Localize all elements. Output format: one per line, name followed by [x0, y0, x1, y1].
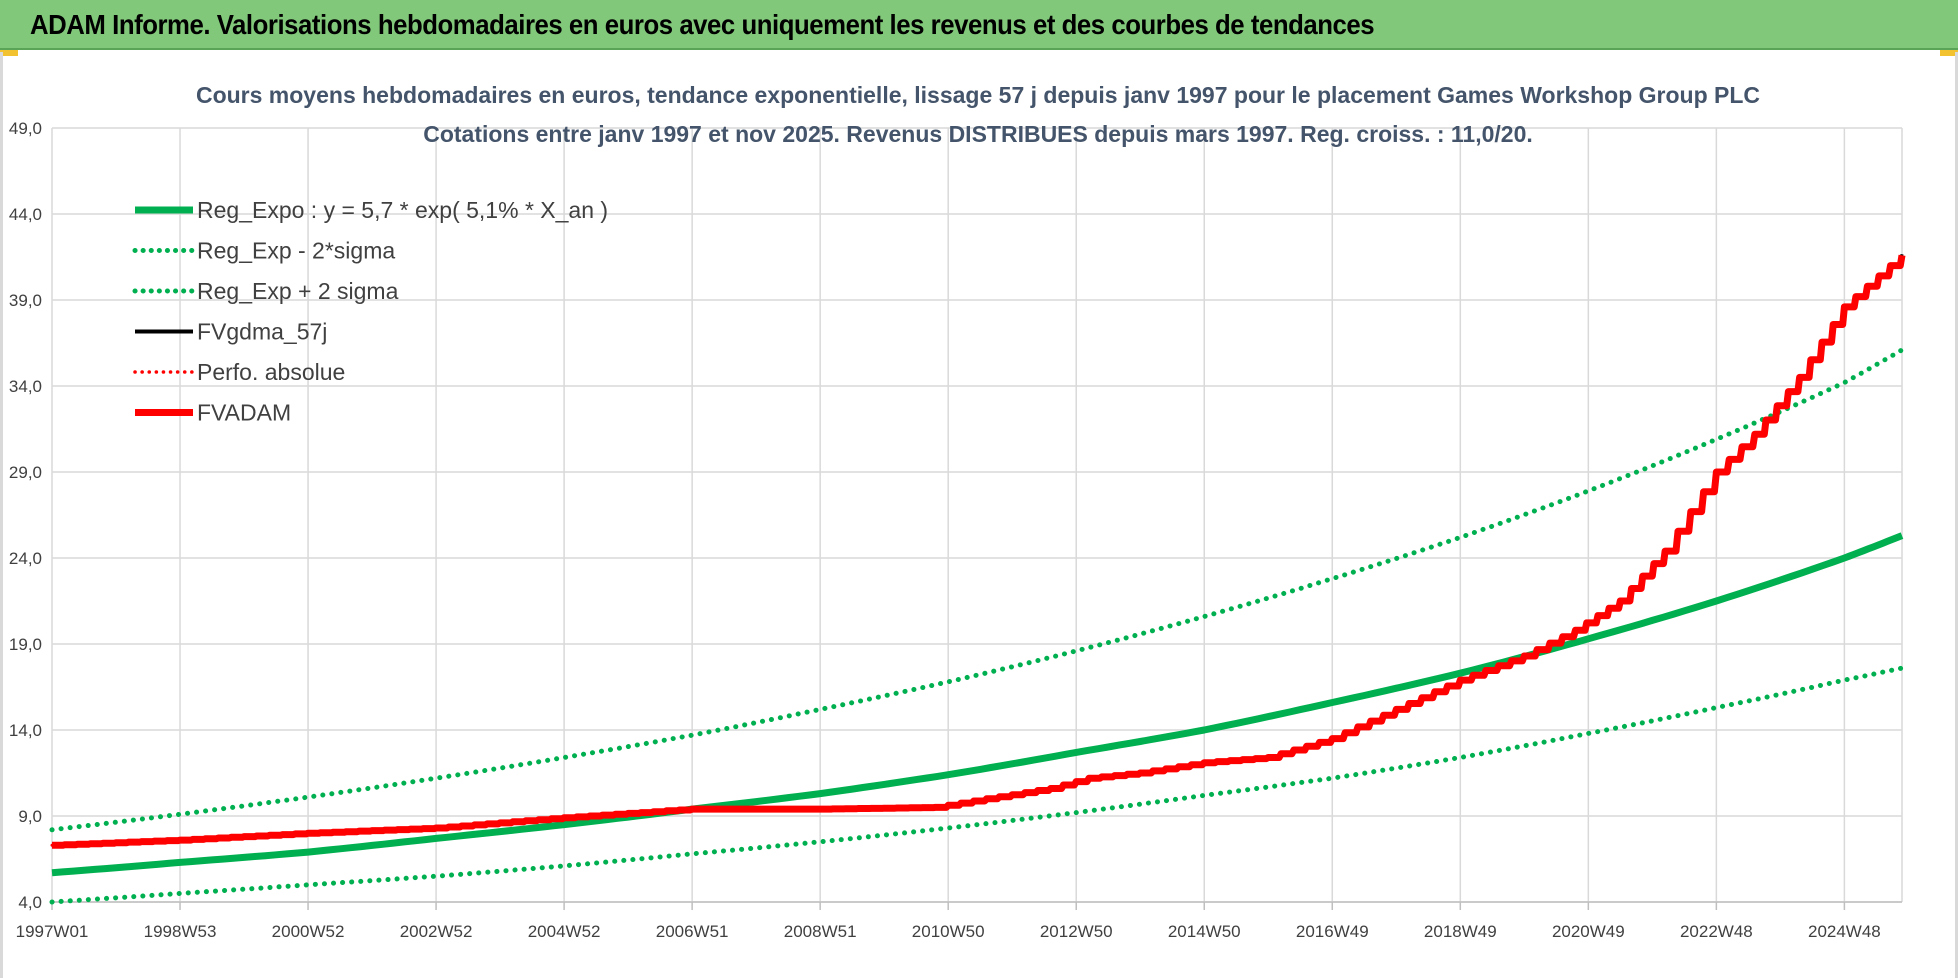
- x-tick-label: 2008W51: [784, 922, 857, 941]
- y-tick-label: 19,0: [9, 635, 42, 654]
- y-tick-label: 44,0: [9, 205, 42, 224]
- axis-layer: 4,0 9,0 14,0 19,0 24,0 29,0 34,0 39,0 44,0 49,0 19…: [9, 119, 1902, 941]
- page-title: ADAM Informe. Valorisations hebdomadaire…: [30, 9, 1375, 40]
- x-tick-label: 2024W48: [1808, 922, 1881, 941]
- x-tick-label: 2000W52: [272, 922, 345, 941]
- y-tick-label: 4,0: [18, 893, 42, 912]
- fvgdma-line: [52, 254, 1904, 846]
- chart-title-line-1: Cours moyens hebdomadaires en euros, ten…: [196, 82, 1760, 108]
- legend-label: FVgdma_57j: [197, 319, 327, 345]
- grid-layer: [51, 127, 1903, 903]
- x-tick-label: 2014W50: [1168, 922, 1241, 941]
- x-tick-label: 1998W53: [144, 922, 217, 941]
- chart-title-line-2: Cotations entre janv 1997 et nov 2025. R…: [423, 121, 1533, 147]
- x-tick-label: 2010W50: [912, 922, 985, 941]
- legend-label: FVADAM: [197, 400, 291, 426]
- x-tick-label: 2016W49: [1296, 922, 1369, 941]
- y-tick-label: 34,0: [9, 377, 42, 396]
- legend-label: Perfo. absolue: [197, 359, 345, 385]
- y-tick-label: 24,0: [9, 549, 42, 568]
- y-tick-label: 39,0: [9, 291, 42, 310]
- y-tick-label: 14,0: [9, 721, 42, 740]
- reg-minus-2sigma-line: [49, 665, 1905, 905]
- title-bar: ADAM Informe. Valorisations hebdomadaire…: [0, 0, 1958, 50]
- y-tick-label: 9,0: [18, 807, 42, 826]
- chart-frame: [0, 52, 1958, 978]
- reg-expo-line: [51, 532, 1904, 877]
- perfo-absolue-line: [50, 253, 1904, 847]
- legend-label: Reg_Exp + 2 sigma: [197, 278, 399, 304]
- x-tick-label: 2006W51: [656, 922, 729, 941]
- fvadam-line: [52, 254, 1906, 849]
- x-tick-label: 2020W49: [1552, 922, 1625, 941]
- series-layer: [49, 253, 1906, 905]
- chart-title: Cours moyens hebdomadaires en euros, ten…: [196, 82, 1760, 147]
- x-tick-label: 1997W01: [16, 922, 89, 941]
- legend-label: Reg_Expo : y = 5,7 * exp( 5,1% * X_an ): [197, 197, 608, 223]
- reg-plus-2sigma-line: [49, 347, 1905, 833]
- corner-marker-right: [1940, 50, 1958, 56]
- y-tick-label: 29,0: [9, 463, 42, 482]
- x-tick-label: 2002W52: [400, 922, 473, 941]
- legend: Reg_Expo : y = 5,7 * exp( 5,1% * X_an ) R…: [132, 197, 608, 426]
- x-tick-label: 2004W52: [528, 922, 601, 941]
- y-tick-label: 49,0: [9, 119, 42, 138]
- legend-label: Reg_Exp - 2*sigma: [197, 238, 395, 264]
- x-tick-label: 2022W48: [1680, 922, 1753, 941]
- x-tick-label: 2012W50: [1040, 922, 1113, 941]
- x-tick-label: 2018W49: [1424, 922, 1497, 941]
- corner-marker-left: [0, 50, 18, 56]
